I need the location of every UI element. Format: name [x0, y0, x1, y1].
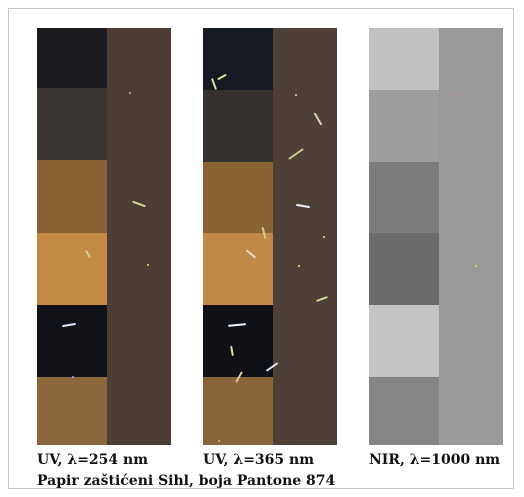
- nir-band: [369, 233, 439, 305]
- nir-band: [369, 305, 439, 377]
- uv-365-band: [203, 90, 273, 162]
- nir-band: [369, 377, 439, 445]
- uv-254-swatch-column: [37, 28, 107, 445]
- uv-365-band: [203, 305, 273, 377]
- nir-band: [369, 28, 439, 90]
- nir-band: [369, 90, 439, 162]
- fluorescent-speck: [218, 440, 220, 442]
- caption-nir-1000: NIR, λ=1000 nm: [369, 452, 501, 468]
- uv-254-band: [37, 233, 107, 305]
- nir-1000-panel: [369, 28, 503, 445]
- uv-365-band: [203, 162, 273, 233]
- fluorescent-speck: [147, 264, 149, 266]
- caption-uv-365: UV, λ=365 nm: [203, 452, 315, 468]
- fluorescent-speck: [323, 236, 325, 238]
- nir-speck: [475, 265, 477, 267]
- caption-uv-254: UV, λ=254 nm: [37, 452, 149, 468]
- fluorescent-speck: [72, 376, 74, 378]
- fluorescent-speck: [295, 94, 297, 96]
- fluorescent-speck: [129, 92, 131, 94]
- uv-254-band: [37, 88, 107, 160]
- uv-254-band: [37, 305, 107, 377]
- uv-365-swatch-column: [203, 28, 273, 445]
- fluorescent-speck: [298, 265, 300, 267]
- uv-365-panel: [203, 28, 337, 445]
- uv-254-band: [37, 377, 107, 445]
- nir-band: [369, 162, 439, 233]
- figure-footnote: Papir zaštićeni Sihl, boja Pantone 874: [37, 473, 336, 489]
- uv-254-paper-strip: [107, 28, 171, 445]
- uv-365-band: [203, 233, 273, 305]
- nir-speck: [457, 94, 459, 96]
- uv-365-band: [203, 377, 273, 445]
- uv-365-band: [203, 28, 273, 90]
- uv-254-band: [37, 28, 107, 88]
- uv-254-panel: [37, 28, 171, 445]
- uv-365-paper-strip: [273, 28, 337, 445]
- nir-swatch-column: [369, 28, 439, 445]
- uv-254-band: [37, 160, 107, 233]
- nir-paper-strip: [439, 28, 503, 445]
